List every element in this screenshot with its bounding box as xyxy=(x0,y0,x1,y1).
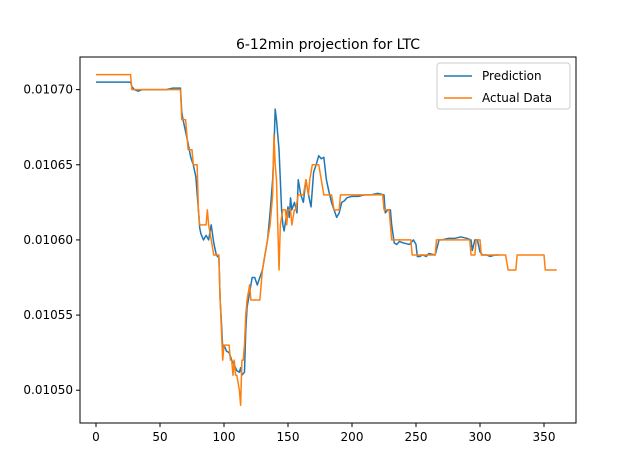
legend-label-actual-data: Actual Data xyxy=(482,91,552,105)
x-tick-label: 150 xyxy=(277,430,300,444)
legend-label-prediction: Prediction xyxy=(482,69,542,83)
x-tick-label: 100 xyxy=(213,430,236,444)
y-tick-label: 0.01050 xyxy=(23,383,73,397)
x-tick-label: 350 xyxy=(533,430,556,444)
y-axis: 0.01050 0.01055 0.01060 0.01065 0.01070 xyxy=(23,83,80,397)
y-tick-label: 0.01060 xyxy=(23,233,73,247)
y-tick-label: 0.01055 xyxy=(23,308,73,322)
x-tick-label: 200 xyxy=(341,430,364,444)
x-axis: 0 50 100 150 200 250 300 350 xyxy=(92,423,555,444)
x-tick-label: 250 xyxy=(405,430,428,444)
chart-title: 6-12min projection for LTC xyxy=(236,37,420,53)
x-tick-label: 300 xyxy=(469,430,492,444)
x-tick-label: 0 xyxy=(92,430,100,444)
plot-lines xyxy=(96,73,557,407)
y-tick-label: 0.01065 xyxy=(23,158,73,172)
legend: Prediction Actual Data xyxy=(436,62,571,110)
series-line-actual-data xyxy=(96,73,557,407)
x-tick-label: 50 xyxy=(152,430,167,444)
y-tick-label: 0.01070 xyxy=(23,83,73,97)
